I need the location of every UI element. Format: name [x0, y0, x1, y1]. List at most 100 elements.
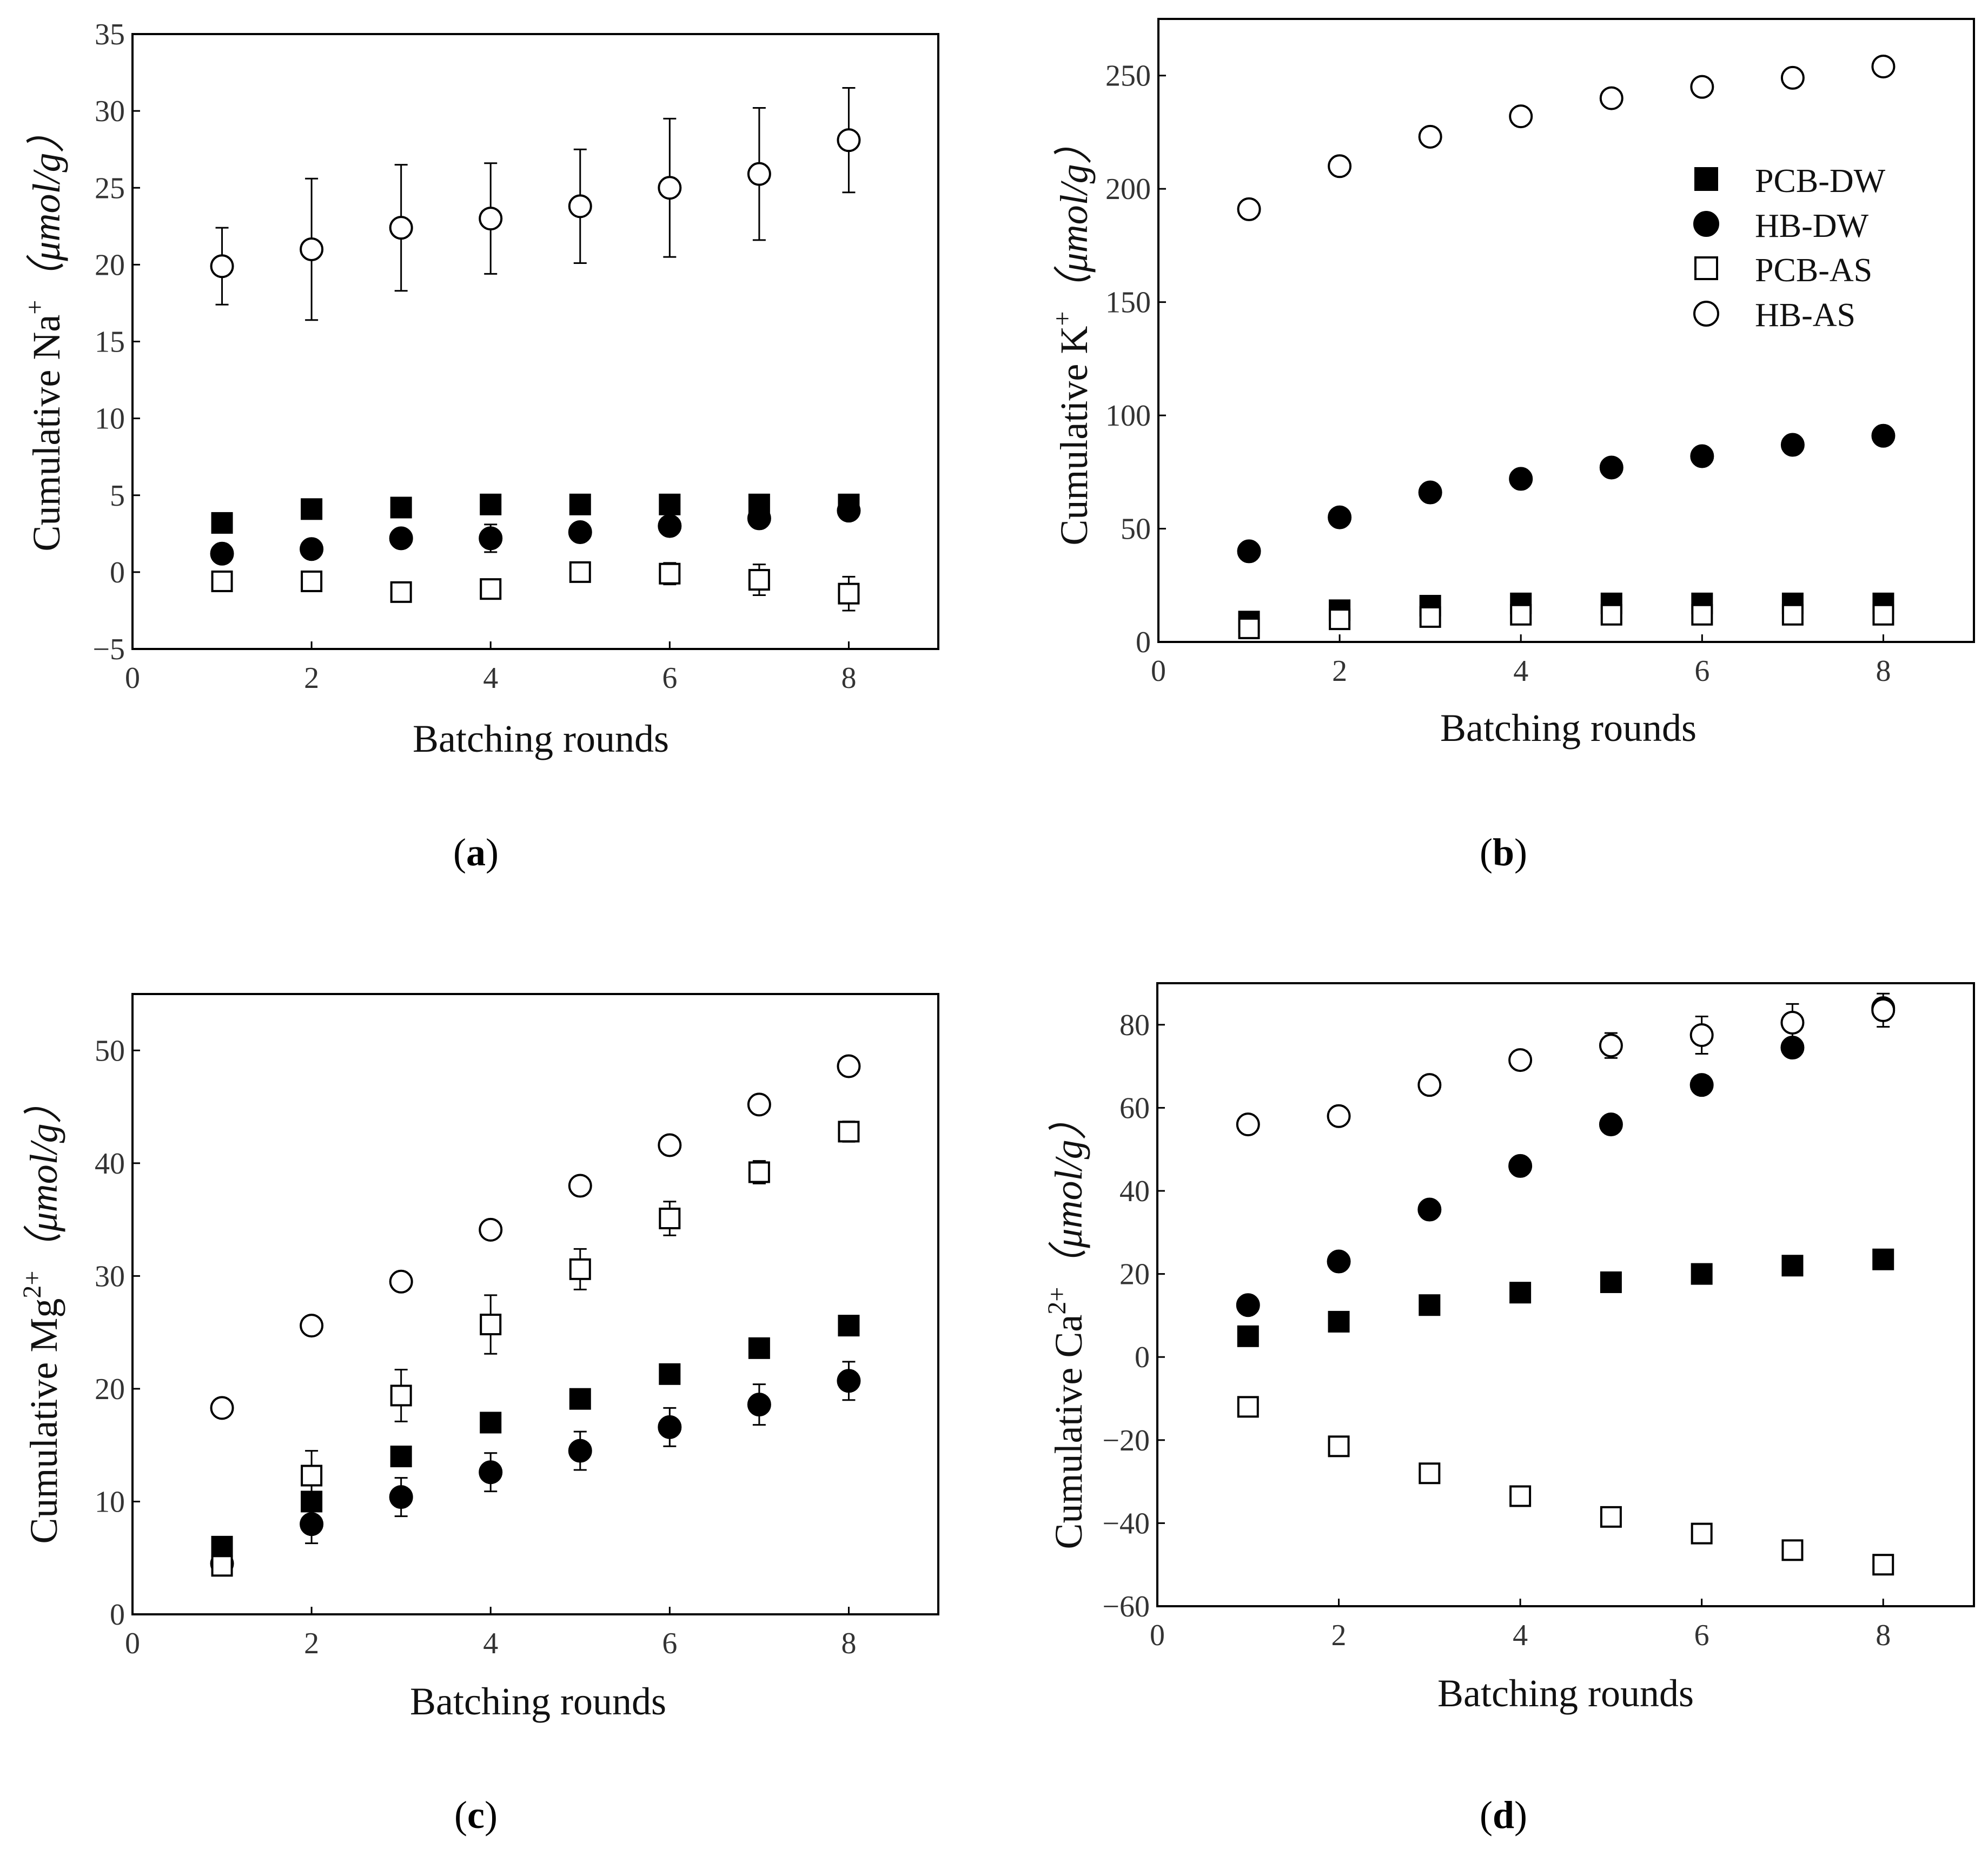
panel-d-xlabel: Batching rounds [1437, 1672, 1694, 1715]
panel-b-pcb-as-point-3 [1419, 606, 1441, 628]
panel-a-pcb-dw-point-6 [659, 493, 681, 515]
panel-d: Batching rounds Cumulative Ca2+（μmol/g） … [1043, 982, 1975, 1837]
panel-a-series-hb-as [210, 87, 861, 321]
panel-b-hb-as-point-8 [1871, 54, 1896, 78]
panel-a-y-tick-label-3: 10 [95, 402, 125, 436]
panel-a-y-tick-label-7: 30 [95, 95, 125, 128]
panel-d-hb-dw-point-2 [1327, 1249, 1351, 1274]
panel-d-ylabel-prefix: Cumulative Ca [1047, 1315, 1090, 1549]
panel-d-y-tick-label-5: 40 [1119, 1175, 1150, 1208]
panel-c-hb-dw-point-4 [479, 1460, 503, 1485]
panel-c-pcb-dw-point-3 [390, 1446, 412, 1468]
panel-a-hb-dw-point-2 [300, 537, 324, 561]
panel-b-hb-as-point-6 [1690, 75, 1714, 99]
legend-label-pcb-dw: PCB-DW [1755, 163, 1886, 200]
panel-b-x-tick-label-4: 8 [1876, 654, 1891, 688]
panel-d-y-tick-label-0: −60 [1102, 1590, 1150, 1624]
panel-c-pcb-dw-point-5 [569, 1388, 591, 1410]
panel-d-hb-dw-point-4 [1508, 1154, 1533, 1178]
panel-a-y-tick-label-2: 5 [110, 479, 125, 513]
panel-d-pcb-as-point-2 [1328, 1435, 1350, 1458]
panel-b-hb-dw-point-6 [1690, 444, 1714, 468]
panel-d-series-hb-as [1236, 992, 1896, 1137]
panel-a-hb-dw-point-1 [210, 541, 234, 566]
panel-a-hb-dw-point-7 [747, 506, 771, 531]
panel-a-pcb-as-point-4 [480, 578, 502, 600]
panel-d-pcb-dw-point-4 [1509, 1282, 1532, 1304]
panel-d-hb-as-point-3 [1417, 1073, 1442, 1097]
panel-a-hb-dw-point-3 [389, 526, 413, 551]
panel-c-pcb-dw-point-8 [838, 1315, 860, 1337]
panel-d-pcb-dw-point-7 [1781, 1255, 1804, 1277]
panel-c: Batching rounds Cumulative Mg2+（μmol/g） … [18, 993, 939, 1837]
legend-marker-pcb-dw [1694, 167, 1718, 191]
panel-c-hb-dw-point-2 [300, 1512, 324, 1536]
panel-c-hb-as-point-4 [479, 1217, 503, 1242]
panel-a-ylabel: Cumulative Na+（μmol/g） [21, 114, 68, 551]
panel-b: Batching rounds Cumulative K+（μmol/g） (b… [1048, 18, 1975, 874]
panel-d-ylabel-sup: 2+ [1043, 1287, 1071, 1315]
panel-c-xlabel: Batching rounds [410, 1680, 666, 1723]
panel-d-pcb-as-point-7 [1781, 1539, 1804, 1561]
panel-c-pcb-dw-point-6 [659, 1363, 681, 1385]
panel-c-y-tick-label-0: 0 [110, 1598, 125, 1632]
panel-d-pcb-dw-point-6 [1691, 1263, 1713, 1285]
panel-c-hb-as-point-1 [210, 1396, 234, 1420]
panel-d-label: (d) [1480, 1793, 1527, 1837]
panel-d-pcb-dw-point-8 [1872, 1248, 1894, 1270]
panel-c-hb-dw-point-5 [568, 1439, 592, 1463]
panel-c-pcb-as-point-2 [301, 1465, 323, 1487]
legend-label-hb-as: HB-AS [1755, 297, 1856, 334]
panel-c-y-tick-label-1: 10 [95, 1485, 125, 1519]
panel-b-hb-dw-point-1 [1237, 539, 1261, 564]
panel-a-x-tick-label-4: 8 [841, 661, 856, 695]
panel-a-hb-as-point-3 [389, 216, 413, 240]
panel-a-pcb-dw-point-2 [301, 498, 323, 520]
panel-d-pcb-as-point-4 [1509, 1485, 1532, 1507]
panel-d-hb-dw-point-5 [1599, 1112, 1623, 1137]
panel-b-plot-frame [1157, 18, 1975, 643]
panel-d-hb-as-point-1 [1236, 1112, 1260, 1137]
panel-c-pcb-as-point-3 [390, 1384, 412, 1407]
panel-d-ylabel-unit: （μmol/g） [1047, 1101, 1090, 1287]
panel-a-pcb-dw-point-1 [211, 512, 233, 534]
panel-b-pcb-as-point-8 [1872, 604, 1894, 626]
panel-c-x-tick-label-1: 2 [304, 1627, 319, 1660]
panel-c-ylabel-prefix: Cumulative Mg [22, 1298, 65, 1544]
panel-c-y-tick-label-2: 20 [95, 1373, 125, 1406]
panel-b-ylabel-prefix: Cumulative K [1052, 326, 1096, 546]
panel-a-label-open: ( [453, 831, 466, 874]
panel-d-series-pcb-dw [1237, 1248, 1894, 1347]
panel-b-pcb-as-point-4 [1510, 604, 1532, 626]
panel-b-hb-dw-point-2 [1328, 505, 1352, 529]
panel-c-pcb-as-point-7 [748, 1161, 770, 1183]
panel-d-y-tick-label-6: 60 [1119, 1091, 1150, 1125]
panel-c-series-hb-as [210, 1054, 861, 1420]
panel-d-label-letter: d [1493, 1793, 1514, 1837]
panel-b-series-pcb-as [1238, 604, 1894, 639]
panel-b-hb-dw-point-5 [1599, 455, 1623, 480]
panel-a-pcb-as-point-7 [748, 569, 770, 591]
panel-a-hb-as-point-4 [479, 207, 503, 231]
panel-b-series-hb-dw [1237, 423, 1896, 564]
panel-a-hb-dw-point-6 [658, 514, 682, 538]
panel-b-label-open: ( [1480, 831, 1493, 874]
panel-d-x-tick-label-1: 2 [1331, 1619, 1347, 1652]
panel-a-hb-as-point-7 [747, 162, 771, 186]
panel-c-hb-as-point-2 [300, 1314, 324, 1338]
panel-b-x-tick-label-2: 4 [1513, 654, 1528, 688]
panel-a-pcb-dw-point-4 [480, 493, 502, 515]
panel-d-hb-dw-point-1 [1236, 1293, 1260, 1317]
legend-marker-hb-as [1693, 301, 1719, 327]
panel-a-hb-as-point-5 [568, 194, 592, 218]
panel-d-y-tick-label-7: 80 [1119, 1009, 1150, 1042]
panel-a-label-letter: a [466, 831, 486, 874]
panel-a-pcb-as-point-2 [301, 570, 323, 592]
panel-c-series-pcb-as [211, 1121, 860, 1577]
panel-a-hb-dw-point-8 [837, 499, 861, 523]
panel-b-series-hb-as [1237, 54, 1896, 221]
panel-d-hb-as-point-5 [1599, 1034, 1623, 1058]
panel-c-y-tick-label-5: 50 [95, 1034, 125, 1068]
panel-c-pcb-as-point-1 [211, 1555, 233, 1577]
